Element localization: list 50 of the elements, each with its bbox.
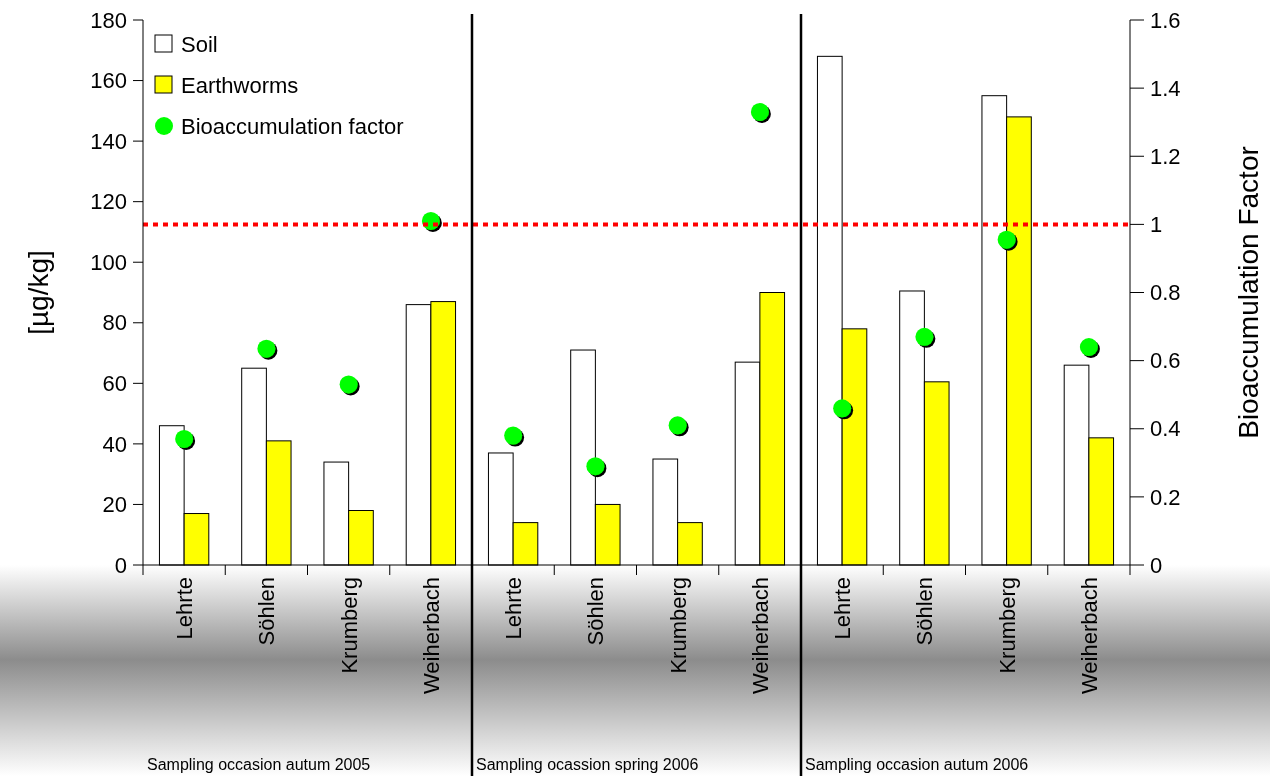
- point: [833, 399, 852, 418]
- x-tick-label: Lehrte: [830, 577, 856, 640]
- point: [504, 426, 523, 445]
- y-tick-label: 80: [102, 310, 127, 336]
- point: [257, 339, 276, 358]
- y-tick-label: 140: [90, 128, 127, 154]
- legend-label: Soil: [181, 31, 218, 57]
- y-tick-label: 40: [102, 431, 127, 457]
- x-tick-label: Lehrte: [172, 577, 198, 640]
- x-tick-label: Söhlen: [583, 577, 609, 646]
- point: [997, 230, 1016, 249]
- y-tick-label: 0: [114, 552, 127, 578]
- y2-tick-label: 0.6: [1150, 348, 1181, 374]
- x-tick-label: Söhlen: [254, 577, 280, 646]
- x-tick-label: Weiherbach: [418, 577, 444, 694]
- point: [750, 102, 769, 121]
- y2-tick-label: 1.4: [1150, 75, 1181, 101]
- point: [915, 327, 934, 346]
- y2-tick-label: 1.2: [1150, 143, 1181, 169]
- y2-tick-label: 0.2: [1150, 484, 1181, 510]
- y2-tick-label: 0: [1150, 552, 1163, 578]
- y2-tick-label: 0.4: [1150, 416, 1181, 442]
- legend-label: Earthworms: [181, 72, 299, 98]
- point: [339, 375, 358, 394]
- point: [175, 429, 194, 448]
- y2-axis-title: Bioaccumulation Factor: [1233, 146, 1264, 439]
- x-tick-label: Weiherbach: [1076, 577, 1102, 694]
- point: [1079, 338, 1098, 356]
- text: Sampling occasion autum 2005: [147, 756, 371, 773]
- x-tick-label: Krumberg: [336, 577, 362, 674]
- y2-tick-label: 1.6: [1150, 7, 1181, 33]
- x-tick-label: Krumberg: [665, 577, 691, 674]
- y-axis-title: [µg/kg]: [23, 250, 54, 335]
- text: Sampling ocassion spring 2006: [476, 756, 699, 773]
- y-tick-label: 100: [90, 249, 127, 275]
- point: [586, 457, 605, 476]
- y2-tick-label: 1: [1150, 212, 1163, 238]
- y-tick-label: 120: [90, 189, 127, 215]
- y-tick-label: 180: [90, 7, 127, 33]
- text: Sampling occasion autum 2006: [805, 756, 1029, 773]
- y-tick-label: 20: [102, 492, 127, 518]
- y-tick-label: 60: [102, 371, 127, 397]
- y2-tick-label: 0.8: [1150, 280, 1181, 306]
- y-tick-label: 160: [90, 68, 127, 94]
- point: [668, 416, 687, 435]
- x-tick-label: Weiherbach: [747, 577, 773, 694]
- x-tick-label: Lehrte: [501, 577, 527, 640]
- legend-label: Bioaccumulation factor: [181, 113, 404, 139]
- x-tick-label: Söhlen: [912, 577, 938, 646]
- x-tick-label: Krumberg: [994, 577, 1020, 674]
